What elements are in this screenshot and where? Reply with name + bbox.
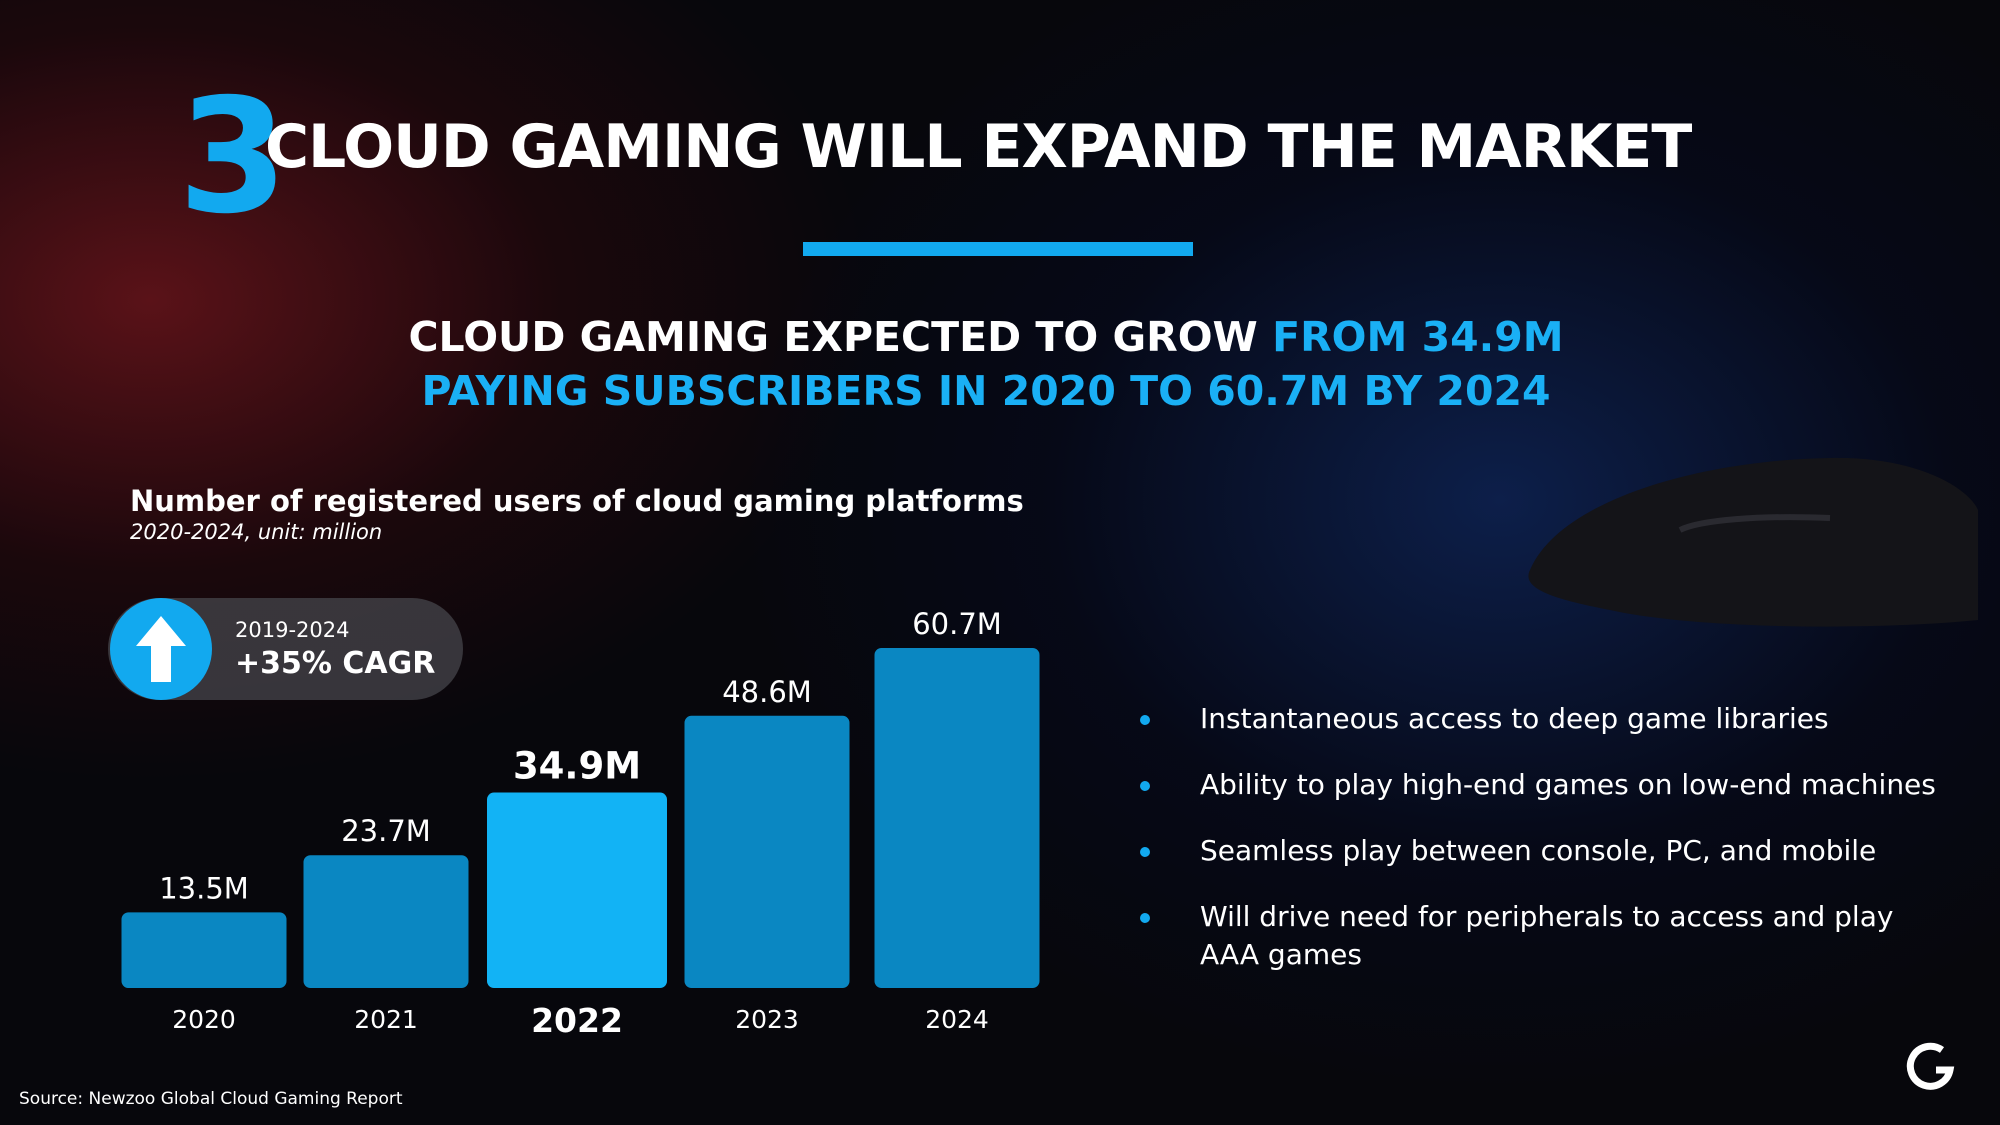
bar	[121, 912, 287, 988]
bar	[303, 855, 469, 988]
value-label: 48.6M	[722, 675, 812, 709]
chart: 13.5M 2020 23.7M 2021 34.9M 2022 48.6M 2023 60.7…	[121, 607, 1040, 1040]
x-tick-label: 2020	[172, 1005, 236, 1034]
bullet: Ability to play high-end games on low-en…	[1140, 766, 1960, 804]
headline: CLOUD GAMING EXPECTED TO GROW FROM 34.9M…	[336, 310, 1636, 418]
headline-white: CLOUD GAMING EXPECTED TO GROW	[408, 313, 1258, 361]
source-note: Source: Newzoo Global Cloud Gaming Repor…	[19, 1089, 403, 1109]
x-tick-label: 2023	[735, 1005, 799, 1034]
cagr-icon	[110, 598, 212, 700]
value-label: 13.5M	[159, 871, 249, 905]
chart-title: Number of registered users of cloud gami…	[130, 484, 1024, 518]
value-label: 60.7M	[912, 607, 1002, 641]
mouse-illustration	[1528, 457, 1978, 627]
value-label: 34.9M	[513, 745, 641, 788]
x-tick-label: 2022	[531, 1001, 623, 1040]
bar	[684, 715, 850, 988]
logo	[1906, 1042, 1955, 1090]
bar	[487, 792, 667, 988]
title-rule	[803, 242, 1193, 256]
x-tick-label: 2021	[354, 1005, 418, 1034]
bullet: Instantaneous access to deep game librar…	[1140, 700, 1960, 738]
cagr-value: +35% CAGR	[235, 646, 436, 681]
cagr-period: 2019-2024	[235, 618, 350, 642]
bullet-list: Instantaneous access to deep game librar…	[1140, 700, 1960, 1002]
bullet: Seamless play between console, PC, and m…	[1140, 832, 1960, 870]
bar	[874, 648, 1040, 988]
value-label: 23.7M	[341, 814, 431, 848]
headline-blue: FROM 34.9M PAYING SUBSCRIBERS IN 2020 TO…	[421, 313, 1564, 415]
bullet: Will drive need for peripherals to acces…	[1140, 898, 1960, 974]
slide-title: CLOUD GAMING WILL EXPAND THE MARKET	[265, 112, 1692, 182]
x-tick-label: 2024	[925, 1005, 989, 1034]
up-arrow	[136, 616, 186, 682]
section-number: 3	[178, 65, 288, 249]
chart-subtitle: 2020-2024, unit: million	[130, 520, 383, 544]
